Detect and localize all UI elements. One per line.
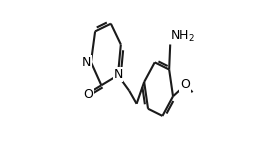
Text: O: O — [83, 88, 93, 101]
Text: N: N — [113, 68, 122, 81]
Text: O: O — [180, 78, 190, 91]
Text: N: N — [82, 56, 91, 69]
Text: NH$_2$: NH$_2$ — [170, 29, 195, 44]
